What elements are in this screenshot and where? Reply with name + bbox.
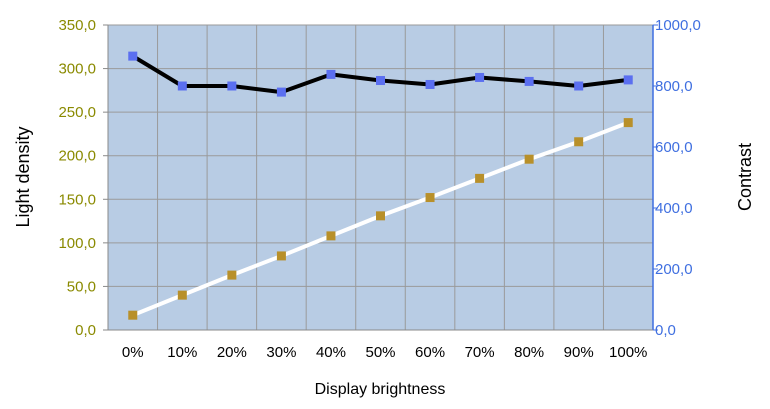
data-point-right <box>326 69 336 79</box>
x-tick-label: 40% <box>316 344 346 361</box>
data-point-left <box>623 118 633 128</box>
data-point-right <box>475 72 485 82</box>
data-point-left <box>574 137 584 147</box>
left-tick-label: 150,0 <box>58 191 96 208</box>
right-tick-label: 1000,0 <box>655 17 701 34</box>
data-point-left <box>326 231 336 241</box>
data-point-left <box>227 270 237 280</box>
data-point-right <box>524 76 534 86</box>
data-point-right <box>177 81 187 91</box>
data-point-left <box>524 154 534 164</box>
data-point-right <box>376 76 385 86</box>
left-tick-label: 250,0 <box>58 104 96 121</box>
right-axis-label: Contrast <box>735 143 755 211</box>
x-tick-label: 100% <box>609 344 647 361</box>
data-point-right <box>425 79 435 89</box>
data-point-right <box>623 75 633 85</box>
x-tick-label: 30% <box>266 344 296 361</box>
x-tick-label: 90% <box>564 344 594 361</box>
data-point-left <box>425 193 435 203</box>
x-tick-label: 50% <box>365 344 395 361</box>
data-point-right <box>128 51 138 61</box>
data-point-left <box>177 290 187 300</box>
right-tick-label: 200,0 <box>655 261 693 278</box>
data-point-left <box>276 251 286 261</box>
tick-labels: 0,0 50,0 100,0 150,0 200,0 250,0 300,0 350,0 0,0… <box>58 17 700 361</box>
data-point-right <box>574 81 584 91</box>
x-tick-label: 70% <box>465 344 495 361</box>
x-tick-label: 60% <box>415 344 445 361</box>
right-tick-label: 400,0 <box>655 200 693 217</box>
right-tick-label: 800,0 <box>655 78 693 95</box>
left-tick-label: 300,0 <box>58 61 96 78</box>
left-tick-label: 350,0 <box>58 17 96 34</box>
x-tick-label: 10% <box>167 344 197 361</box>
left-tick-label: 0,0 <box>75 322 96 339</box>
data-point-left <box>376 211 385 221</box>
left-axis-label: Light density <box>13 126 33 227</box>
plot-area <box>108 25 653 330</box>
right-tick-label: 600,0 <box>655 139 693 156</box>
right-tick-label: 0,0 <box>655 322 676 339</box>
x-axis-label: Display brightness <box>315 381 446 398</box>
data-point-right <box>276 87 286 97</box>
left-tick-label: 200,0 <box>58 148 96 165</box>
axes <box>103 24 658 331</box>
left-tick-label: 50,0 <box>67 278 96 295</box>
left-tick-label: 100,0 <box>58 235 96 252</box>
series-layer <box>128 51 633 320</box>
data-point-left <box>475 173 485 183</box>
data-point-right <box>227 81 237 91</box>
data-point-left <box>128 310 138 320</box>
x-tick-label: 20% <box>217 344 247 361</box>
x-tick-label: 0% <box>122 344 144 361</box>
x-tick-label: 80% <box>514 344 544 361</box>
